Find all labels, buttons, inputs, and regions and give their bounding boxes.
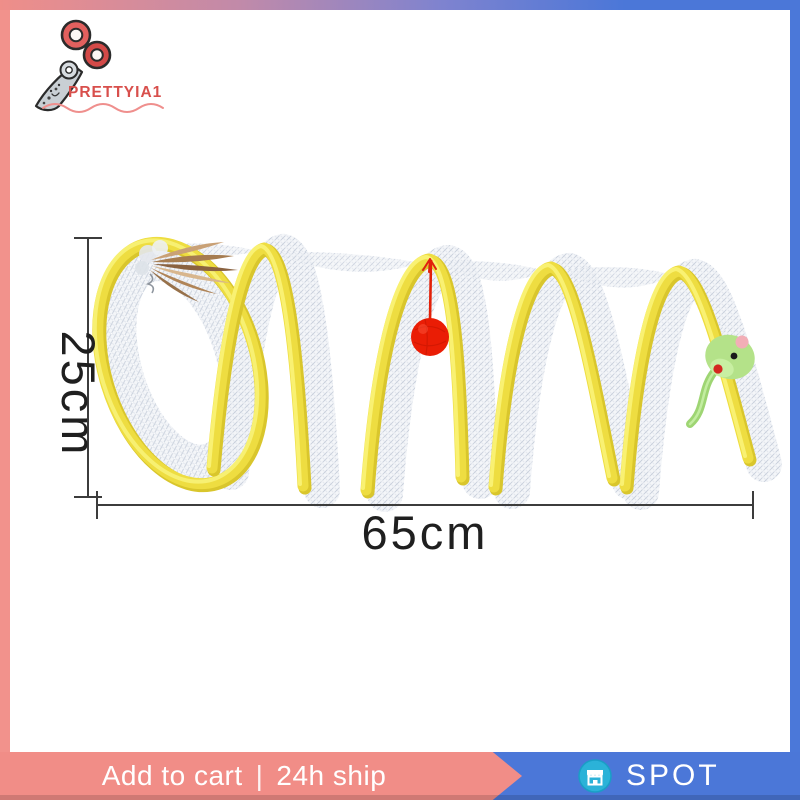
wavy-underline [42,103,164,113]
dimension-annotations: 25cm 65cm [52,237,754,559]
frame-border-left [0,10,10,752]
height-label: 25cm [52,331,105,458]
footer-shade [0,795,800,800]
spot-label: SPOT [626,759,720,792]
frame-border-top [0,0,800,10]
footer-separator: | [255,760,264,791]
pompom-ball [411,258,449,356]
scissors-icon [34,19,112,112]
mouse-toy [686,334,755,428]
add-to-cart-section[interactable]: Add to cart | 24h ship [0,752,522,800]
add-to-cart-label[interactable]: Add to cart [101,760,243,791]
brand-logo: PRETTYIA1 [34,19,164,113]
feather-teaser [135,240,238,302]
brand-wordmark: PRETTYIA1 [68,84,162,101]
storefront-icon [578,759,612,793]
spot-badge: SPOT [578,752,720,800]
shipping-label: 24h ship [276,760,387,791]
footer-bar: Add to cart | 24h ship SPOT [0,752,800,800]
frame-border-right [790,10,800,752]
width-label: 65cm [362,506,489,559]
